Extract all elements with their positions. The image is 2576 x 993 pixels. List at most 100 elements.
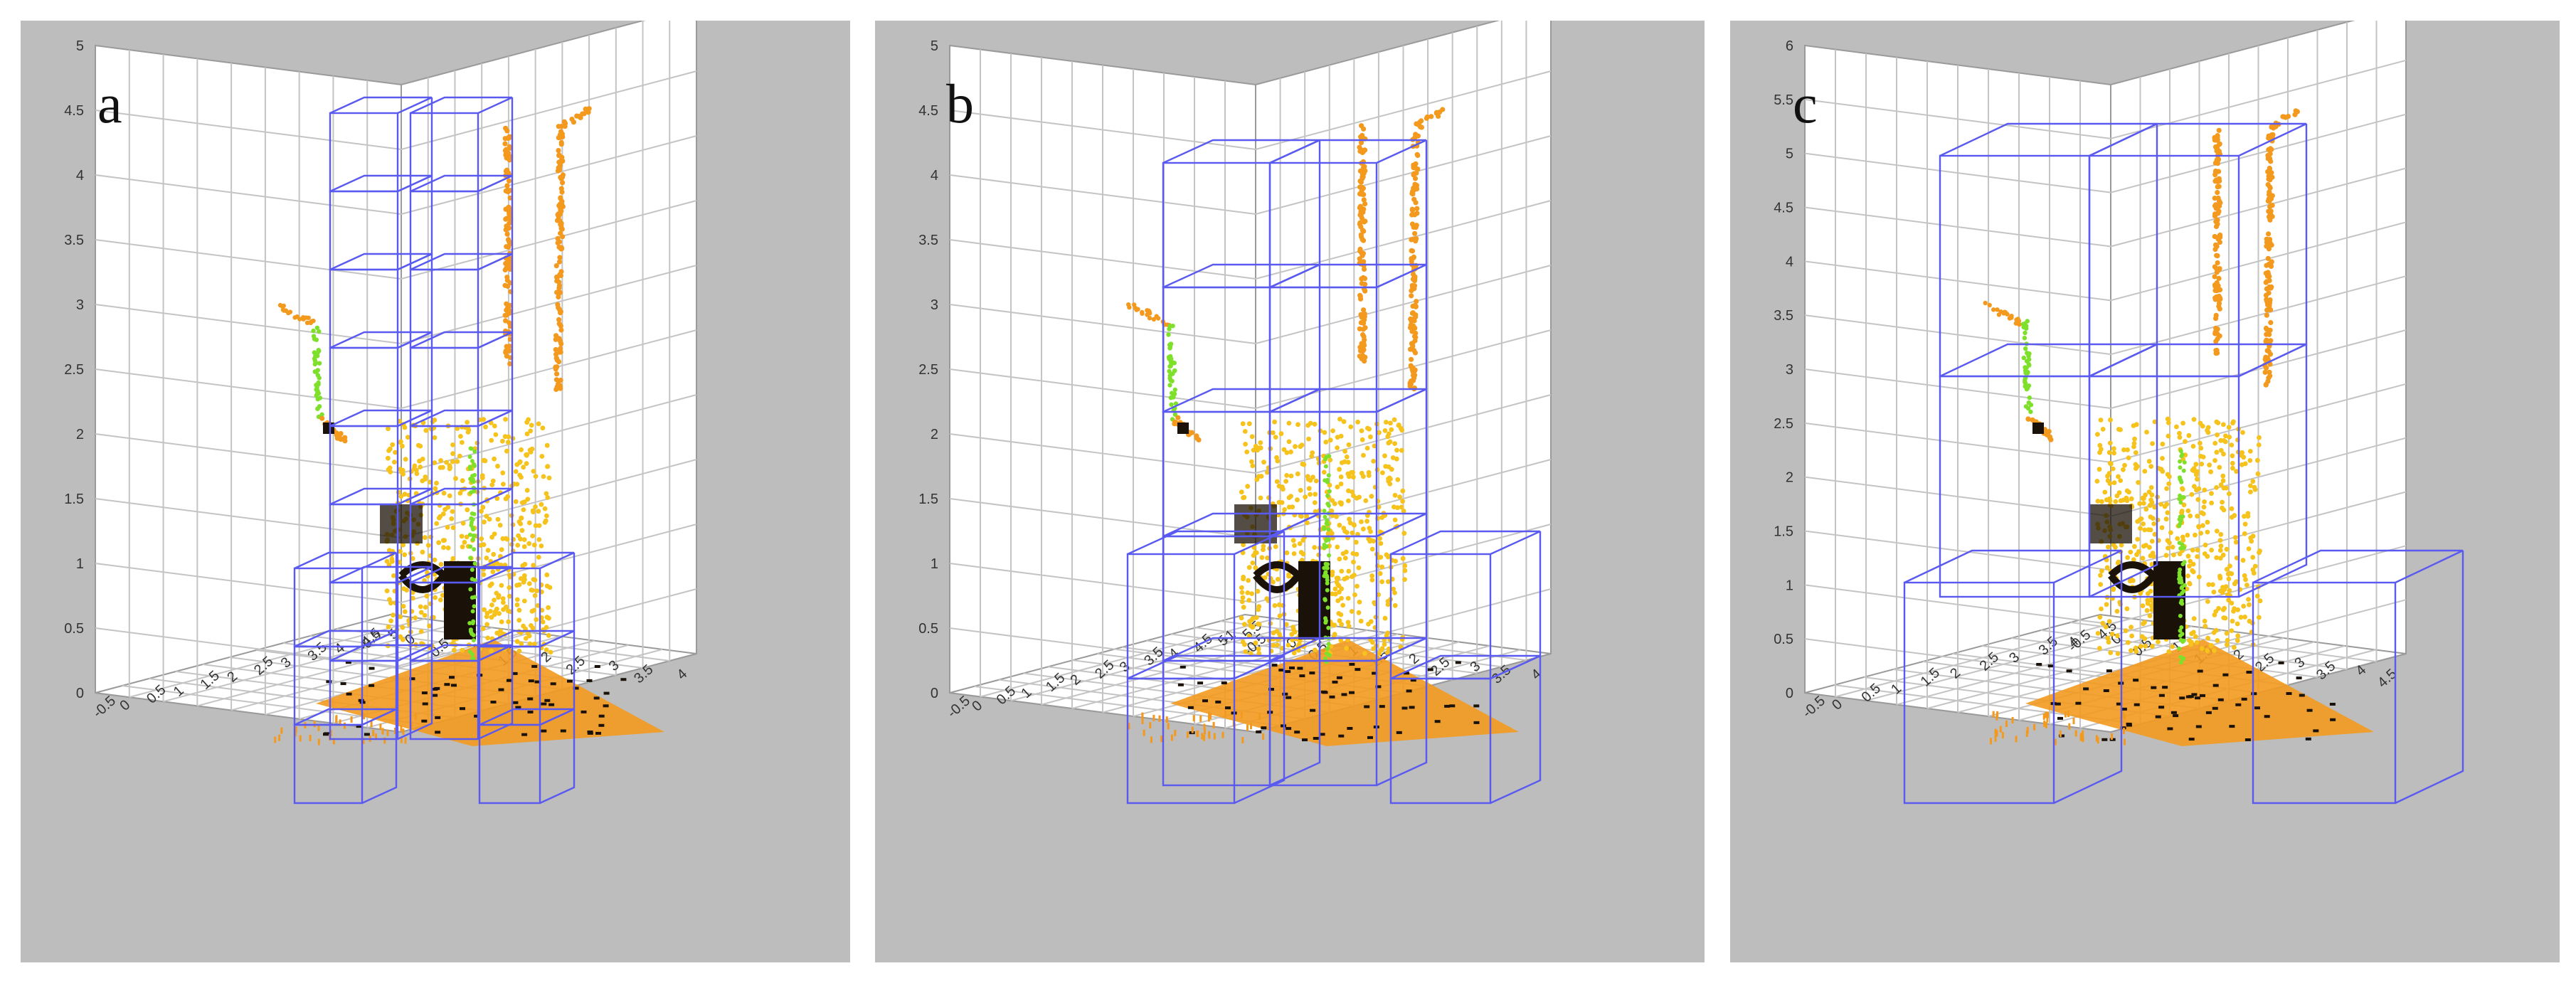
point (2202, 499, 2207, 504)
point (2212, 458, 2217, 463)
point (2122, 462, 2127, 468)
point (544, 513, 549, 519)
point (2226, 598, 2231, 602)
point (2193, 462, 2199, 467)
right-axis-tick-label: -0.5 (90, 693, 119, 721)
point (1304, 514, 1310, 519)
point (1239, 489, 1244, 495)
point (1306, 436, 1311, 442)
point (1402, 563, 1408, 568)
point (316, 380, 321, 386)
point (2216, 304, 2222, 309)
point (1197, 730, 1199, 737)
point (1325, 477, 1330, 482)
point (2023, 404, 2029, 409)
point (2074, 730, 2077, 737)
point (435, 731, 441, 734)
point (1369, 578, 1375, 583)
point (558, 129, 564, 134)
point (1395, 477, 1401, 482)
point (2152, 504, 2158, 510)
point (1332, 680, 1338, 684)
point (2118, 478, 2124, 483)
voxel-box (2053, 551, 2123, 805)
point (2024, 324, 2029, 329)
point (2216, 275, 2222, 281)
point (492, 423, 497, 429)
base-plate (1170, 639, 1519, 746)
point (375, 733, 377, 740)
point (485, 548, 491, 553)
point (2215, 184, 2220, 190)
point (2215, 432, 2220, 437)
point (531, 607, 536, 613)
point (2134, 466, 2138, 471)
point (1286, 696, 1292, 699)
point (2026, 727, 2029, 734)
point (465, 507, 470, 513)
point (2159, 525, 2165, 531)
point (2131, 557, 2136, 563)
point (479, 475, 485, 481)
point (2083, 687, 2089, 691)
point (295, 726, 297, 733)
point (1351, 559, 1356, 565)
point (1154, 314, 1159, 319)
voxel-box (294, 551, 397, 570)
point (1208, 711, 1211, 718)
panel-label-a: a (97, 73, 122, 134)
point (1358, 618, 1364, 624)
point (1319, 733, 1325, 736)
point (2246, 597, 2251, 602)
point (2105, 478, 2111, 483)
point (2094, 479, 2100, 484)
point (1357, 344, 1363, 350)
point (2097, 442, 2103, 448)
grid-line (163, 622, 459, 703)
axes-box: 00.511.522.533.544.55-0.500.511.522.533.… (64, 21, 697, 733)
point (484, 556, 489, 561)
point (1246, 598, 1252, 603)
point (1352, 592, 1357, 598)
point (1276, 484, 1282, 489)
point (2100, 620, 2106, 626)
point (1399, 428, 1405, 433)
point (471, 638, 476, 643)
point (573, 686, 579, 690)
point (1321, 469, 1327, 475)
point (555, 290, 561, 295)
point (1283, 622, 1289, 627)
point (311, 318, 316, 324)
point (1360, 348, 1366, 354)
point (2072, 718, 2075, 725)
point (490, 569, 496, 575)
point (541, 702, 547, 706)
z-tick-label: 2 (931, 427, 938, 442)
point (2240, 430, 2245, 435)
point (1325, 494, 1330, 498)
point (2196, 524, 2202, 530)
point (468, 556, 473, 561)
point (525, 496, 531, 502)
point (1289, 632, 1295, 637)
point (517, 460, 522, 465)
point (1326, 625, 1331, 630)
point (1239, 590, 1245, 595)
point (1372, 600, 1377, 605)
point (2217, 538, 2223, 543)
point (2099, 499, 2104, 504)
point (2266, 231, 2272, 237)
point (504, 206, 511, 211)
point (1366, 469, 1372, 475)
grid-line (95, 563, 402, 603)
point (507, 134, 512, 139)
point (450, 442, 455, 447)
voxel-box (2395, 551, 2464, 805)
point (358, 699, 364, 702)
voxel-box (2089, 344, 2158, 598)
voxel-box (409, 659, 479, 740)
point (2104, 565, 2110, 570)
point (1322, 573, 1327, 578)
point (1392, 590, 1397, 595)
point (445, 504, 451, 510)
